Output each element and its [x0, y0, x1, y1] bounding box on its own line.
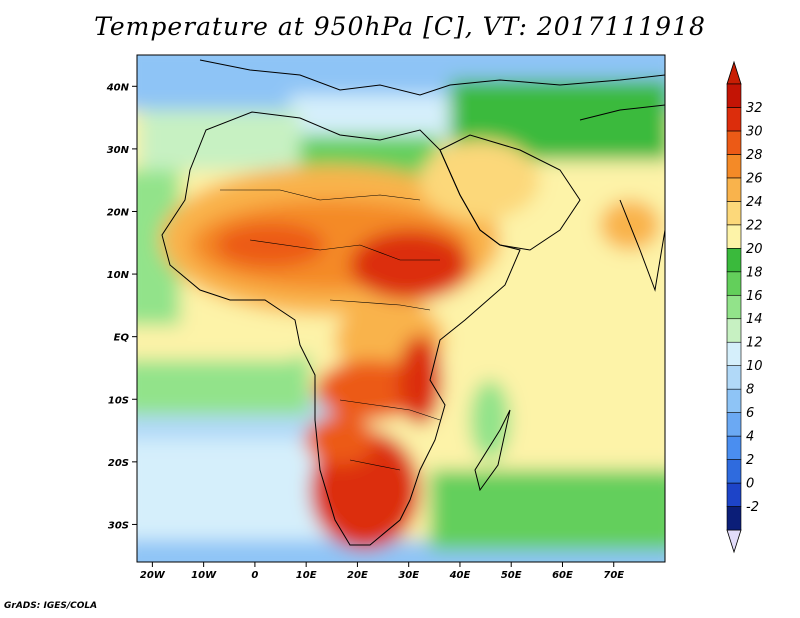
sudan-hot-core — [350, 230, 470, 300]
angola-zambia-hot — [315, 360, 425, 420]
lat-tick-label: EQ — [114, 333, 130, 344]
colorbar-label: 30 — [746, 124, 763, 139]
lat-tick-label: 30S — [108, 520, 129, 531]
plot-frame — [136, 54, 666, 563]
lat-tick-label: 10N — [107, 270, 130, 281]
lat-tick-label: 20N — [107, 207, 130, 218]
colorbar-label: 20 — [746, 242, 763, 257]
map-axes: 20W 10W 0 10E 20E 30E 40E 50E 60E 70E 40N 30N 20N 10N… — [106, 82, 625, 581]
lon-tick-label: 0 — [251, 570, 258, 581]
tanzania-hot — [398, 335, 442, 425]
lon-tick-label: 10W — [191, 570, 217, 581]
colorbar-swatch — [726, 435, 742, 460]
europe-coastline — [199, 59, 665, 96]
arabia-warm — [420, 140, 540, 220]
colorbar-label: -2 — [746, 500, 759, 515]
colorbar-label: 6 — [746, 406, 754, 421]
colorbar-swatch — [726, 201, 742, 226]
colorbar-swatch — [726, 107, 742, 132]
madagascar-coastline — [474, 409, 511, 492]
colorbar-swatch — [726, 482, 742, 507]
lon-tick-label: 50E — [501, 570, 522, 581]
colorbar-label: 14 — [746, 312, 763, 327]
country-borders — [220, 189, 441, 471]
colorbar-over-arrow — [726, 60, 742, 85]
lat-tick-label: 10S — [108, 395, 129, 406]
colorbar-label: 4 — [746, 430, 754, 445]
lon-tick-label: 20E — [347, 570, 368, 581]
lat-tick-label: 30N — [107, 145, 130, 156]
colorbar-label: 24 — [746, 195, 763, 210]
west-sahel-hot-core — [215, 223, 325, 267]
colorbar-label: 0 — [746, 477, 754, 492]
lon-tick-label: 20W — [140, 570, 166, 581]
colorbar-swatch — [726, 365, 742, 390]
colorbar-label: 2 — [746, 453, 754, 468]
lon-tick-label: 10E — [296, 570, 317, 581]
colorbar-label: 22 — [746, 218, 763, 233]
asia-coastline — [579, 104, 665, 292]
colorbar-label: 8 — [746, 383, 754, 398]
colorbar-swatch — [726, 506, 742, 531]
colorbar-swatch — [726, 177, 742, 202]
colorbar-swatch — [726, 224, 742, 249]
lat-tick-label: 20S — [108, 458, 129, 469]
indian-ocean-south-band — [430, 470, 665, 550]
colorbar-label: 10 — [746, 359, 763, 374]
colorbar-swatch — [726, 341, 742, 366]
madagascar-cool — [470, 380, 510, 460]
grads-credit: GrADS: IGES/COLA — [4, 601, 98, 611]
africa-coastline — [161, 111, 521, 546]
lat-tick-label: 40N — [106, 82, 130, 93]
colorbar-label: 12 — [746, 336, 763, 351]
namibia-hot — [305, 415, 375, 465]
map-title: Temperature at 950hPa [C], VT: 201711191… — [94, 12, 706, 41]
lon-tick-label: 40E — [449, 570, 471, 581]
coastlines — [161, 59, 665, 546]
nw-africa-cool — [140, 110, 300, 170]
colorbar-swatch — [726, 83, 742, 108]
colorbar-swatch — [726, 294, 742, 320]
colorbar-swatch — [726, 459, 742, 484]
colorbar-swatch — [726, 318, 742, 343]
colorbar-label: 28 — [746, 148, 763, 163]
gulf-of-guinea-warm — [137, 325, 295, 360]
lon-tick-label: 70E — [603, 570, 624, 581]
colorbar-swatch — [726, 271, 742, 296]
colorbar-swatch — [726, 248, 742, 273]
colorbar-label: 26 — [746, 171, 763, 186]
lon-tick-label: 30E — [398, 570, 419, 581]
colorbar-label: 18 — [746, 265, 763, 280]
lon-tick-label: 60E — [552, 570, 573, 581]
colorbar-label: 16 — [746, 289, 763, 304]
colorbar-swatch — [726, 412, 742, 437]
colorbar-swatch — [726, 154, 742, 179]
colorbar-under-arrow — [726, 529, 742, 554]
arabia-coastline — [439, 134, 581, 251]
temperature-map — [137, 55, 665, 562]
colorbar-label: 32 — [746, 101, 763, 116]
colorbar-swatch — [726, 130, 742, 155]
colorbar-swatch — [726, 388, 742, 413]
